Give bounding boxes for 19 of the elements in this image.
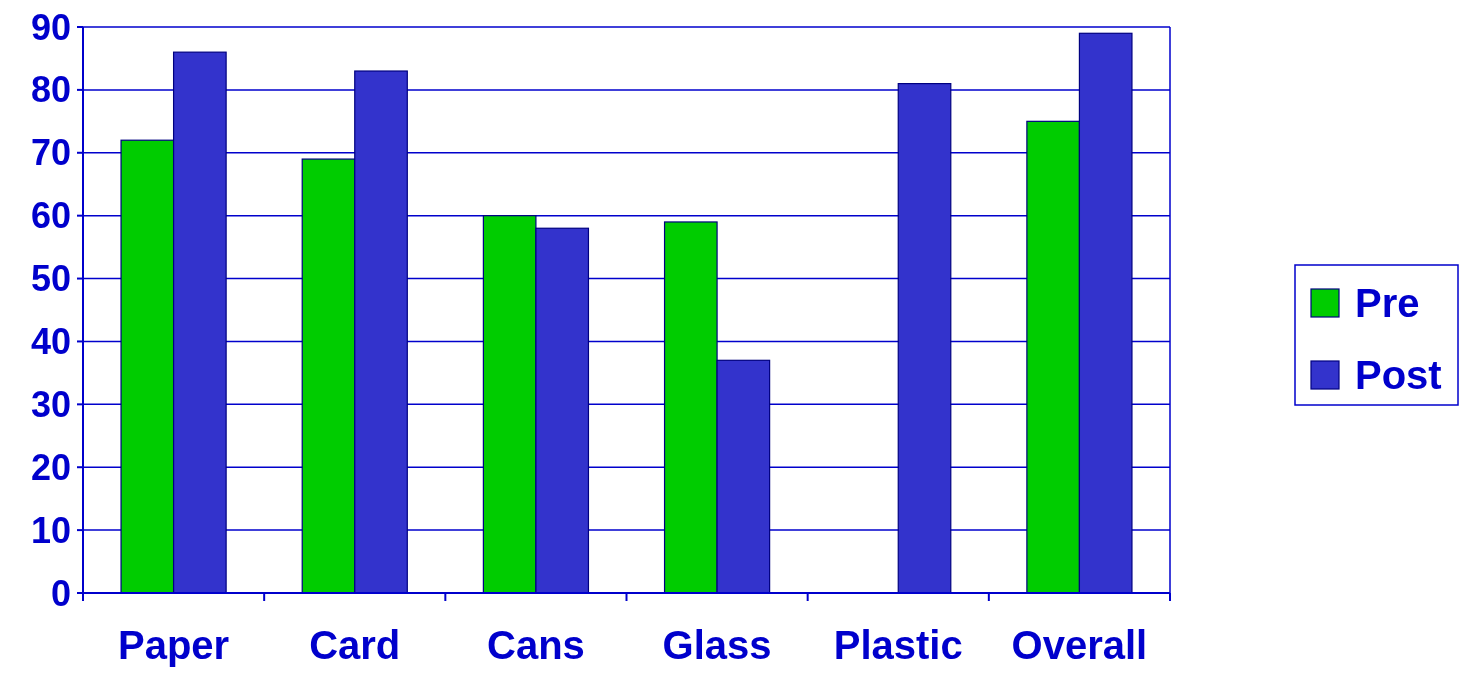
x-tick-label: Card [309, 623, 401, 667]
y-tick-label: 60 [30, 195, 71, 237]
x-tick-label: Cans [487, 623, 585, 667]
x-tick-label: Overall [1011, 623, 1148, 667]
x-tick-label: Paper [118, 623, 230, 667]
x-tick-label: Plastic [833, 623, 963, 667]
bar [897, 83, 952, 594]
y-tick-label: 80 [30, 69, 71, 111]
x-tick-label: Glass [662, 623, 772, 667]
y-tick-label: 10 [30, 509, 71, 551]
y-tick-label: 70 [30, 132, 71, 174]
y-tick-label: 50 [30, 258, 71, 300]
legend-label: Pre [1355, 281, 1420, 325]
y-tick-label: 30 [30, 383, 71, 425]
y-tick-label: 90 [30, 6, 71, 48]
y-tick-label: 40 [30, 321, 71, 363]
y-tick-label: 20 [30, 446, 71, 488]
y-tick-label: 0 [50, 572, 71, 614]
legend-label: Post [1355, 353, 1442, 397]
